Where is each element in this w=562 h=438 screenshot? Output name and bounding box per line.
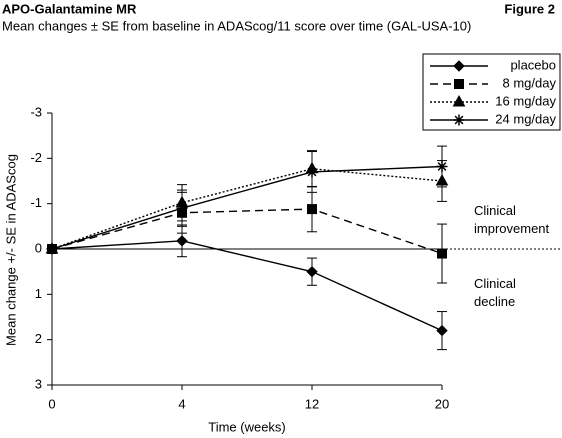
- marker: [46, 243, 58, 255]
- chart-subtitle: Mean changes ± SE from baseline in ADASc…: [2, 18, 471, 33]
- x-tick-label: 12: [305, 396, 319, 411]
- x-tick-label: 4: [178, 396, 185, 411]
- marker: [453, 114, 465, 126]
- legend-label: 16 mg/day: [495, 93, 556, 108]
- x-tick-label: 20: [435, 396, 449, 411]
- x-axis-label: Time (weeks): [208, 419, 286, 434]
- marker: [454, 79, 464, 89]
- y-tick-label: 2: [35, 331, 42, 346]
- y-tick-label: 0: [35, 240, 42, 255]
- x-tick-label: 0: [48, 396, 55, 411]
- marker: [436, 324, 448, 337]
- marker: [453, 60, 465, 72]
- marker: [306, 166, 318, 178]
- y-tick-label: 1: [35, 286, 42, 301]
- annotation: Clinical decline: [474, 276, 516, 309]
- marker: [306, 265, 318, 278]
- marker: [437, 248, 447, 259]
- series-line: [51, 240, 443, 332]
- y-tick-label: -1: [30, 195, 42, 210]
- marker: [436, 160, 448, 172]
- series-line: [51, 208, 443, 255]
- marker: [307, 204, 317, 215]
- y-tick-label: 3: [35, 376, 42, 391]
- legend-label: 8 mg/day: [503, 75, 557, 90]
- figure-label: Figure 2: [504, 1, 555, 16]
- chart-title: APO-Galantamine MR: [2, 1, 137, 16]
- series-line: [51, 168, 443, 250]
- legend-label: placebo: [510, 57, 556, 72]
- y-tick-label: -3: [30, 104, 42, 119]
- y-tick-label: -2: [30, 150, 42, 165]
- series-line: [51, 165, 443, 250]
- annotation: Clinical improvement: [474, 203, 550, 236]
- marker: [176, 235, 188, 247]
- legend-label: 24 mg/day: [495, 111, 556, 126]
- marker: [452, 94, 466, 107]
- y-axis-label: Mean change +/- SE in ADAScog: [3, 154, 18, 346]
- marker: [176, 202, 188, 214]
